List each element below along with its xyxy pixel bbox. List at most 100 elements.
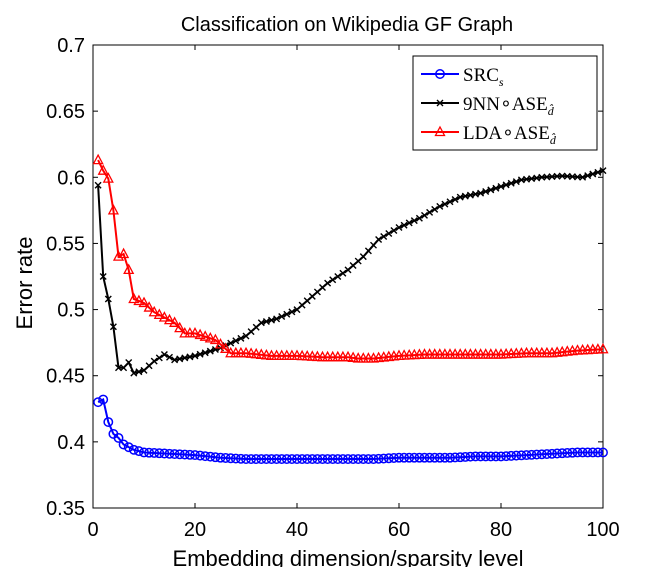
data-point (378, 453, 389, 464)
x-tick-label: 60 (388, 519, 410, 541)
data-point (292, 454, 302, 465)
data-point (436, 99, 444, 107)
data-point (195, 450, 206, 461)
data-point (385, 230, 393, 238)
y-tick-label: 0.5 (57, 300, 85, 322)
data-point (210, 452, 221, 463)
data-point (118, 439, 129, 450)
data-point (557, 448, 568, 459)
series-2 (92, 153, 609, 363)
data-point (301, 350, 313, 361)
data-point (125, 358, 133, 366)
data-point (414, 452, 425, 463)
data-point (598, 447, 608, 458)
data-point (567, 447, 578, 458)
data-point (490, 451, 501, 462)
data-point (166, 353, 173, 361)
data-point (113, 432, 124, 443)
data-point (138, 296, 150, 308)
data-point (547, 448, 557, 459)
data-point (592, 447, 603, 458)
data-point (235, 453, 246, 464)
data-point (281, 454, 292, 465)
data-point (103, 417, 114, 427)
data-point (409, 452, 420, 463)
data-point (128, 292, 140, 304)
data-point (480, 451, 491, 462)
data-point (93, 397, 104, 408)
data-point (312, 454, 323, 465)
data-point (209, 333, 221, 345)
y-axis-label: Error rate (12, 237, 37, 330)
data-point (94, 181, 102, 189)
data-point (584, 172, 592, 180)
data-point (291, 349, 303, 361)
data-point (512, 178, 520, 186)
data-point (390, 227, 398, 235)
data-point (139, 447, 149, 458)
data-point (205, 451, 216, 462)
series-line (97, 398, 603, 461)
data-point (472, 190, 479, 198)
data-point (118, 247, 130, 259)
data-point (373, 453, 384, 464)
data-point (245, 347, 257, 358)
data-point (441, 200, 449, 208)
data-point (399, 452, 410, 463)
data-point (199, 330, 211, 341)
data-point (262, 317, 270, 325)
data-point (201, 349, 209, 357)
data-point (150, 357, 158, 365)
data-point (455, 452, 466, 463)
data-point (400, 221, 408, 229)
data-point (230, 453, 241, 464)
data-point (597, 342, 609, 354)
data-point (395, 224, 403, 232)
data-point (526, 449, 537, 460)
data-point (169, 449, 180, 459)
data-point (347, 351, 359, 363)
data-point (115, 364, 122, 372)
data-point (155, 354, 163, 362)
data-point (160, 351, 168, 359)
data-point (375, 235, 383, 243)
data-point (415, 214, 423, 222)
data-point (92, 153, 104, 165)
data-point (189, 326, 201, 338)
data-point (380, 232, 388, 240)
data-point (246, 454, 257, 465)
data-point (241, 454, 251, 465)
data-point (562, 448, 573, 458)
data-point (169, 316, 181, 327)
data-point (456, 193, 464, 201)
data-point (153, 308, 165, 320)
data-point (104, 295, 112, 303)
legend-item-1: 9NN∘ASEd̂ (421, 94, 555, 118)
data-point (383, 453, 394, 464)
data-point (149, 448, 160, 458)
data-point (359, 253, 367, 261)
data-point (511, 450, 522, 461)
data-point (465, 451, 476, 462)
y-tick-label: 0.7 (57, 35, 85, 57)
data-point (109, 323, 117, 331)
data-point (541, 449, 552, 459)
data-point (194, 328, 206, 340)
data-point (368, 454, 379, 465)
data-point (143, 301, 155, 312)
data-point (322, 454, 333, 465)
y-tick-label: 0.55 (46, 233, 85, 255)
data-point (256, 454, 267, 465)
data-point (485, 451, 496, 462)
data-point (342, 350, 354, 362)
data-point (123, 442, 134, 453)
data-point (460, 451, 471, 462)
data-point (97, 164, 109, 175)
series-0 (93, 394, 608, 465)
data-point (176, 355, 184, 363)
data-point (348, 454, 359, 465)
data-point (327, 454, 338, 465)
data-point (220, 342, 232, 353)
data-point (370, 241, 377, 249)
